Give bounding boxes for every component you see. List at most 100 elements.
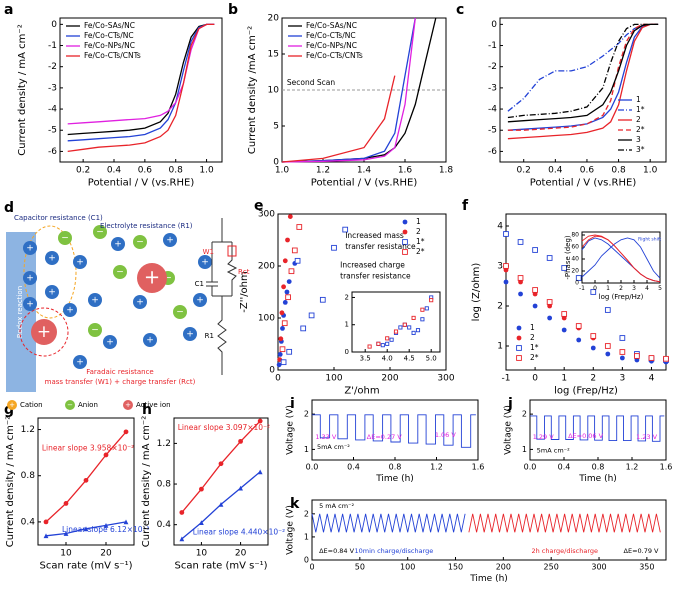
- ion-sign: −: [116, 268, 124, 278]
- annotation: Linear slope 6.12×10⁻³: [62, 525, 150, 534]
- annotation: ΔE=0.06 V: [568, 432, 604, 440]
- x-axis-label: Potential / V (vs.RHE): [88, 178, 195, 189]
- y-tick-label: 1: [345, 321, 349, 329]
- x-tick-label: 4.5: [404, 354, 415, 362]
- ion-sign: +: [9, 401, 15, 409]
- ion: [137, 263, 167, 293]
- warburg: [227, 245, 237, 257]
- marker: [296, 224, 303, 230]
- y-tick-label: 20: [268, 14, 280, 24]
- circuit-label: W1: [203, 248, 214, 256]
- legend-label: 3: [636, 135, 641, 144]
- marker: [420, 317, 425, 322]
- marker: [517, 239, 524, 245]
- ion: [23, 241, 37, 255]
- ion: [45, 285, 59, 299]
- y-tick-label: -1: [48, 41, 57, 51]
- marker: [398, 325, 403, 330]
- electrolyte-label: Electrolyte resistance (R1): [100, 222, 193, 230]
- panel-letter: e: [254, 198, 264, 214]
- data-line: [581, 234, 661, 283]
- ion-sign: −: [136, 238, 144, 248]
- marker: [280, 326, 285, 331]
- x-tick-label: 0.0: [524, 463, 537, 472]
- x-tick-label: 0.4: [347, 463, 360, 472]
- y-tick-label: 0.4: [157, 520, 172, 530]
- x-tick-label: 0: [532, 374, 538, 384]
- legend-label: 3*: [636, 145, 645, 154]
- marker: [516, 355, 522, 361]
- marker: [287, 214, 293, 220]
- y-tick-label: 0: [345, 348, 349, 356]
- annotation: 5mA cm⁻²: [537, 446, 570, 454]
- ion-sign: +: [76, 258, 84, 268]
- marker: [605, 351, 611, 357]
- axes-frame: [277, 213, 447, 371]
- marker: [518, 291, 523, 297]
- x-axis-label: Potential / V (vs.RHE): [530, 178, 637, 189]
- legend-label: 1*: [416, 237, 425, 246]
- x-tick-label: 0: [593, 285, 597, 292]
- legend-label: Fe/Co-CTs/CNTs: [84, 51, 141, 60]
- y-tick-label: 0.8: [157, 480, 172, 490]
- y-axis-label: -Z''/ohm: [239, 271, 250, 313]
- marker: [411, 330, 416, 335]
- y-tick-label: 10: [268, 86, 280, 96]
- annotation: 5 mA cm⁻²: [319, 502, 354, 510]
- x-tick-label: 300: [437, 374, 454, 384]
- legend-ion: [7, 400, 17, 410]
- y-tick-label: -1: [488, 41, 497, 51]
- ion-sign: +: [91, 296, 99, 306]
- ion: [103, 335, 117, 349]
- data-line: [312, 414, 476, 448]
- x-tick-label: 300: [591, 563, 606, 572]
- marker: [516, 325, 522, 331]
- ion-sign: +: [37, 321, 51, 341]
- y-tick-label: 1: [497, 342, 503, 352]
- marker: [286, 279, 292, 284]
- legend-label: Cation: [20, 401, 43, 409]
- ion: [73, 255, 87, 269]
- marker: [503, 263, 509, 269]
- marker: [43, 533, 49, 539]
- y-tick-label: 1.2: [21, 425, 35, 435]
- marker: [604, 343, 611, 349]
- faradaic-label: mass transfer (W1) + charge transfer (Rc…: [45, 378, 196, 386]
- legend-label: Fe/Co-CTs/CNTs: [306, 51, 363, 60]
- x-tick-label: 0.8: [592, 463, 605, 472]
- x-tick-label: 350: [639, 563, 654, 572]
- y-tick-label: -5: [488, 126, 497, 136]
- ion-sign: +: [196, 296, 204, 306]
- x-tick-label: 100: [325, 374, 342, 384]
- marker: [367, 344, 372, 349]
- marker: [300, 325, 307, 332]
- x-tick-label: 1.2: [430, 463, 443, 472]
- x-tick-label: 0.0: [306, 463, 319, 472]
- panel-letter: i: [290, 396, 295, 412]
- y-tick-label: 5: [273, 122, 279, 132]
- legend-label: Fe/Co-CTs/NC: [306, 31, 356, 40]
- annotation: ΔE=0.84 V: [319, 547, 355, 555]
- y-tick-label: 2: [345, 293, 349, 301]
- data-line: [507, 23, 659, 112]
- x-tick-label: 0.4: [107, 166, 122, 176]
- annotation: Linear slope 4.440×10⁻²: [193, 527, 285, 536]
- ion-sign: +: [125, 401, 131, 409]
- marker: [575, 275, 582, 281]
- marker: [424, 306, 429, 311]
- axes-frame: [505, 213, 667, 371]
- x-axis-label: Time (h): [375, 474, 414, 484]
- marker: [402, 219, 408, 225]
- panel-letter: f: [462, 198, 469, 214]
- annotation: transfer resistance: [345, 242, 416, 251]
- y-tick-label: 300: [258, 210, 275, 220]
- marker: [291, 247, 298, 254]
- x-tick-label: 1: [606, 285, 610, 292]
- marker: [503, 231, 509, 237]
- marker: [402, 239, 408, 245]
- ion-sign: +: [26, 300, 34, 310]
- ion-sign: +: [26, 274, 34, 284]
- x-tick-label: 4: [645, 285, 649, 292]
- y-tick-label: 60: [571, 244, 579, 251]
- legend-label: Anion: [78, 401, 98, 409]
